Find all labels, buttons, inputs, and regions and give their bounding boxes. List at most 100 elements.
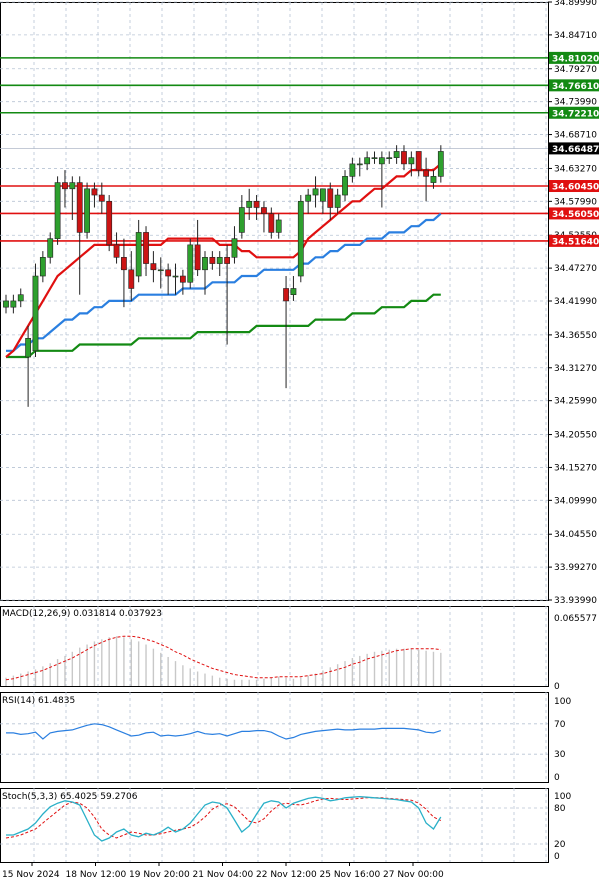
rsi-tick-label: 0	[554, 773, 560, 783]
candle-body	[253, 200, 260, 208]
price-tick-label: 34.89990	[554, 0, 597, 8]
level-tag-label: 34.60450	[552, 183, 599, 193]
candle-body	[135, 232, 142, 277]
price-panel	[0, 57, 548, 407]
candle-body	[216, 257, 223, 264]
ma-red-line	[5, 163, 442, 358]
level-tag-label: 34.56050	[552, 210, 599, 220]
price-tick-label: 34.47270	[554, 264, 597, 274]
price-tick-label: 34.41990	[554, 297, 597, 307]
price-tick-label: 34.57990	[554, 197, 597, 207]
candle-body	[342, 176, 348, 196]
candle-body	[209, 257, 216, 264]
candle-body	[327, 188, 334, 208]
level-tag	[549, 207, 599, 220]
candle-body	[187, 244, 194, 283]
candle-body	[32, 275, 39, 352]
time-tick-label: 25 Nov 16:00	[320, 870, 381, 880]
candle-body	[128, 269, 135, 289]
candle-body	[3, 300, 9, 308]
rsi-tick-label: 30	[554, 750, 566, 760]
candle-body	[121, 257, 127, 271]
price-tick-label: 34.09990	[554, 496, 597, 506]
price-tick-label: 33.93990	[554, 596, 597, 606]
candle-body	[47, 238, 54, 258]
price-tick-label: 34.79270	[554, 65, 597, 75]
level-tag	[549, 51, 599, 64]
candle-body	[297, 200, 304, 277]
candle-body	[69, 182, 76, 190]
candle-body	[393, 151, 400, 158]
level-tag	[549, 106, 599, 119]
price-tick-label: 34.04550	[554, 530, 597, 540]
rsi-title: RSI(14) 61.4835	[2, 696, 75, 706]
stoch-d-line	[5, 797, 442, 839]
current-price-tag	[549, 142, 599, 155]
candle-body	[261, 207, 267, 215]
candle-body	[98, 194, 105, 202]
level-tag	[549, 180, 599, 193]
candle-body	[364, 157, 371, 165]
price-tick-label: 34.36550	[554, 331, 597, 341]
candle-body	[290, 288, 297, 296]
candle-body	[371, 157, 378, 159]
candle-body	[172, 275, 179, 278]
candle-body	[91, 188, 98, 196]
candle-body	[246, 200, 253, 208]
stoch-tick-label: 80	[554, 804, 566, 814]
stoch-tick-label: 100	[554, 792, 571, 802]
candle-body	[224, 257, 230, 264]
time-tick-label: 22 Nov 12:00	[256, 870, 317, 880]
rsi-panel: RSI(14) 61.4835	[0, 696, 548, 755]
candle-body	[305, 194, 312, 202]
candle-body	[54, 182, 61, 239]
price-tick-label: 34.31270	[554, 364, 597, 374]
stoch-k-line	[6, 795, 442, 842]
rsi-line	[6, 723, 441, 740]
candle-body	[157, 269, 164, 272]
candle-body	[320, 188, 326, 202]
price-tick-label: 34.73990	[554, 98, 597, 108]
macd-tick-label: 0.065577	[554, 614, 597, 624]
stoch-panel: Stoch(5,3,3) 65.4025 59.2706	[0, 792, 548, 845]
stoch-tick-label: 20	[554, 840, 566, 850]
time-tick-label: 27 Nov 00:00	[383, 870, 444, 880]
price-tick-label: 33.99270	[554, 563, 597, 573]
candle-body	[408, 157, 415, 165]
candle-body	[437, 151, 444, 177]
price-tick-label: 34.84710	[554, 31, 597, 41]
candle-body	[62, 182, 68, 190]
panel-border	[0, 606, 549, 687]
candle-body	[231, 238, 238, 258]
level-tag-label: 34.72210	[552, 109, 599, 119]
candle-body	[179, 275, 186, 283]
candle-body	[378, 157, 385, 165]
candle-body	[423, 169, 429, 177]
ma-green-line	[6, 293, 441, 359]
candle-body	[194, 244, 201, 271]
candle-body	[106, 200, 113, 246]
price-axis: 34.89990 34.84710 34.79270 34.73990 34.68710…	[548, 0, 599, 862]
price-tick-label: 34.15270	[554, 463, 597, 473]
candle-body	[386, 157, 393, 159]
ma-blue-line	[6, 212, 442, 352]
macd-tick-label: 0	[554, 682, 560, 692]
price-tick-label: 34.68710	[554, 131, 597, 141]
candle-body	[349, 163, 356, 177]
level-tag-label: 34.81020	[552, 54, 599, 64]
candle-body	[25, 338, 32, 358]
rsi-tick-label: 100	[554, 697, 571, 707]
candle-body	[202, 257, 208, 271]
candle-body	[268, 213, 275, 233]
candle-body	[165, 269, 172, 277]
candle-body	[113, 244, 120, 258]
level-tag	[549, 79, 599, 92]
candle-body	[356, 163, 363, 166]
price-tick-label: 34.63270	[554, 164, 597, 174]
level-tag	[549, 234, 599, 247]
stoch-title: Stoch(5,3,3) 65.4025 59.2706	[2, 792, 138, 802]
time-tick-label: 15 Nov 2024	[2, 870, 60, 880]
candle-body	[275, 219, 282, 233]
